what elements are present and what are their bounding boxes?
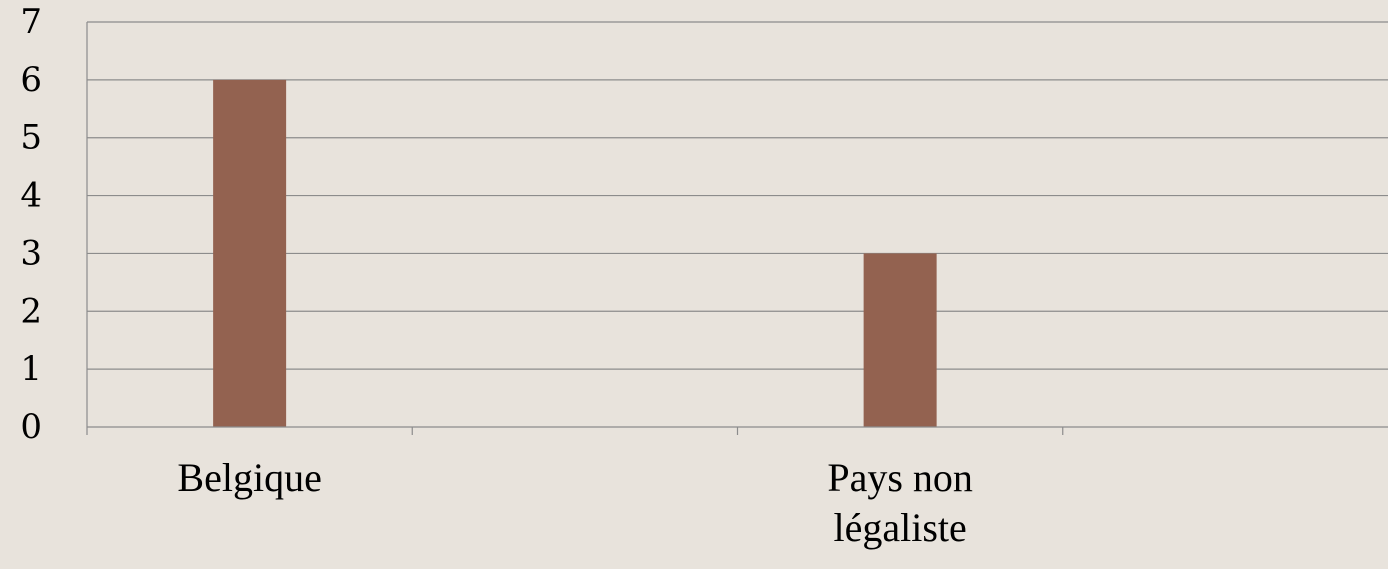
y-tick-label: 4 (20, 176, 42, 216)
y-tick-labels: 0 1 2 3 4 5 6 7 (20, 2, 42, 447)
y-tick-label: 6 (20, 60, 42, 100)
bars (213, 79, 937, 427)
bar-0 (213, 79, 287, 427)
bar-2 (863, 253, 937, 427)
y-tick-label: 0 (20, 407, 42, 447)
y-tick-label: 2 (20, 291, 42, 331)
x-tick-label-line: Pays non (827, 455, 973, 500)
y-tick-label: 1 (20, 349, 42, 389)
gridlines (87, 21, 1388, 370)
y-tick-label: 5 (20, 118, 42, 158)
y-tick-label: 7 (20, 2, 42, 42)
axes (86, 22, 1388, 435)
x-tick-label: Belgique (177, 455, 321, 500)
x-tick-label-line: Belgique (177, 455, 321, 500)
y-tick-label: 3 (20, 233, 42, 273)
x-tick-labels: Belgique Pays non légaliste (177, 455, 973, 550)
x-tick-label-line: légaliste (833, 505, 966, 550)
x-tick-label: Pays non légaliste (827, 455, 973, 550)
